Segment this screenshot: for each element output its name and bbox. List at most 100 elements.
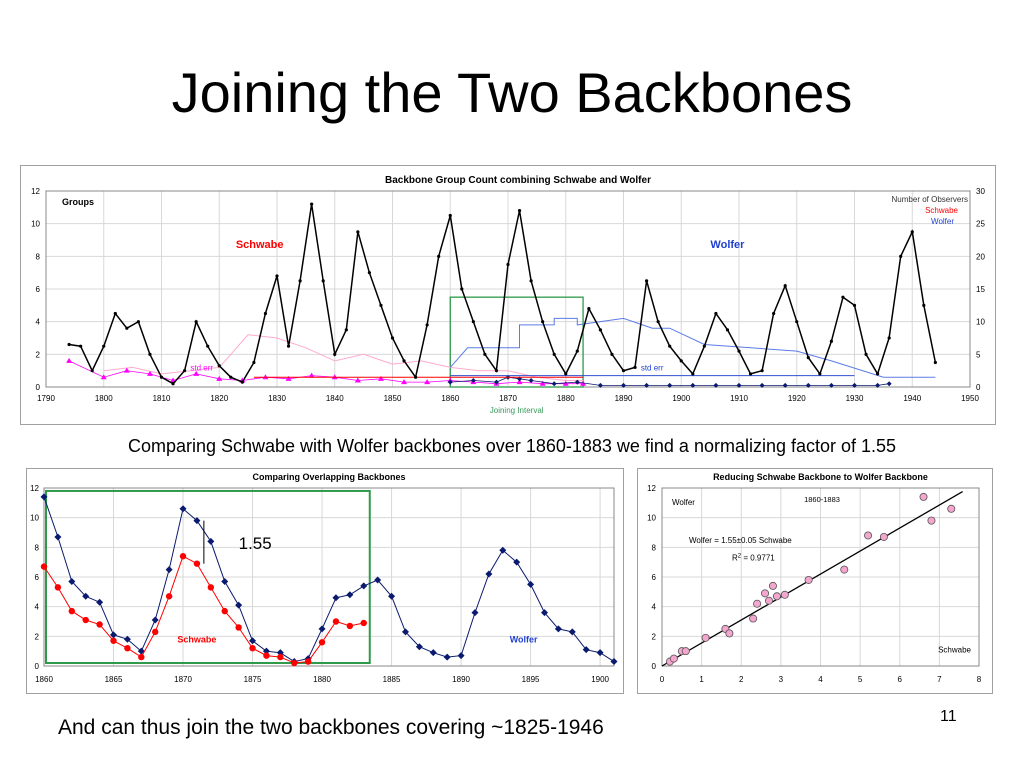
joined-backbone-point xyxy=(333,352,337,356)
schwabe-std-err-label: std err xyxy=(190,364,213,373)
joined-backbone-point xyxy=(183,369,187,373)
r-squared-label: R2 = 0.9771 xyxy=(732,554,775,563)
wolfer-point xyxy=(96,598,104,606)
schwabe-point xyxy=(332,618,340,625)
x-tick-label: 1880 xyxy=(313,675,331,684)
y-tick-label: 6 xyxy=(652,573,657,582)
joined-backbone-point xyxy=(379,303,383,307)
wolfer-std-err-point xyxy=(528,377,534,383)
schwabe-point xyxy=(179,553,187,560)
schwabe-std-err-point xyxy=(66,357,73,363)
scatter-point xyxy=(864,531,873,540)
x-tick-label: 1900 xyxy=(672,394,690,403)
wolfer-point xyxy=(151,616,159,624)
plot-area xyxy=(661,487,980,667)
schwabe-std-err-point xyxy=(401,379,408,385)
joined-backbone-point xyxy=(910,230,914,234)
wolfer-point xyxy=(499,546,507,554)
scatter-point xyxy=(749,614,758,623)
backbone-group-count-chart: 1790 1800 1810 1820 1830 1840 1850 1860 1870 1880… xyxy=(20,165,996,425)
schwabe-point xyxy=(165,593,173,600)
scatter-point xyxy=(764,596,773,605)
y-tick-label: 2 xyxy=(36,350,41,359)
x-tick-label: 1860 xyxy=(35,675,53,684)
joined-backbone-point xyxy=(517,209,522,213)
schwabe-point xyxy=(318,639,326,646)
x-tick-label: 1810 xyxy=(153,394,171,403)
x-axis-label: Schwabe xyxy=(938,646,971,655)
x-tick-label: 3 xyxy=(779,675,784,684)
wolfer-observers-line xyxy=(449,317,936,378)
x-tick-label: 5 xyxy=(858,675,863,684)
y-tick-label: 12 xyxy=(647,484,656,493)
schwabe-point xyxy=(68,607,76,615)
chart-title: Comparing Overlapping Backbones xyxy=(252,472,405,482)
wolfer-point xyxy=(123,635,131,643)
schwabe-point xyxy=(40,563,48,570)
wolfer-std-err-point xyxy=(852,382,857,388)
y-tick-label: 8 xyxy=(36,252,41,261)
schwabe-std-err-point xyxy=(216,375,223,381)
scatter-point xyxy=(725,629,734,638)
caption-top: Comparing Schwabe with Wolfer backbones … xyxy=(127,436,897,456)
x-tick-label: 1950 xyxy=(961,394,979,403)
joining-interval-box xyxy=(449,296,584,388)
wolfer-std-err-point xyxy=(828,382,834,388)
y-tick-label: 12 xyxy=(31,187,40,196)
scatter-point xyxy=(761,589,770,598)
chart-frame xyxy=(637,468,993,694)
schwabe-point xyxy=(82,616,89,624)
schwabe-std-err-point xyxy=(516,379,523,385)
slide-title: Joining the Two Backbones xyxy=(171,61,853,124)
joined-backbone-point xyxy=(714,311,718,316)
schwabe-point xyxy=(263,652,270,659)
x-tick-label: 1870 xyxy=(499,394,517,403)
y2-tick-label: 5 xyxy=(976,350,981,359)
joined-backbone-point xyxy=(263,311,268,316)
joined-backbone-point xyxy=(425,323,429,327)
wolfer-point xyxy=(332,594,340,602)
chart-subtitle: 1860-1883 xyxy=(804,495,840,504)
joined-backbone-point xyxy=(136,320,140,324)
joined-backbone-point xyxy=(818,372,822,376)
y-tick-label: 0 xyxy=(652,662,657,671)
wolfer-std-err-point xyxy=(805,382,811,388)
y-tick-label: 6 xyxy=(35,573,40,582)
joined-backbone-point xyxy=(113,311,117,316)
y-tick-label: 4 xyxy=(652,603,657,612)
wolfer-std-err-point xyxy=(517,376,523,382)
y-tick-label: 2 xyxy=(35,632,40,641)
scatter-point xyxy=(701,633,710,642)
scatter-point xyxy=(879,532,888,541)
y-tick-label: 10 xyxy=(31,220,40,229)
schwabe-point xyxy=(110,637,117,644)
joined-backbone-point xyxy=(356,230,360,234)
joined-backbone-point xyxy=(541,320,545,324)
joined-backbone-point xyxy=(668,344,672,348)
wolfer-point xyxy=(179,505,187,513)
joined-backbone-point xyxy=(67,342,71,347)
joined-backbone-point xyxy=(933,360,937,365)
y-tick-label: 0 xyxy=(36,383,41,392)
fit-equation-label: Wolfer = 1.55±0.05 Schwabe xyxy=(689,536,792,545)
y-axis-label: Wolfer xyxy=(672,498,695,507)
schwabe-point xyxy=(346,622,354,630)
x-tick-label: 4 xyxy=(818,675,823,684)
scatter-point xyxy=(768,581,777,590)
wolfer-point xyxy=(568,628,576,636)
wolfer-point xyxy=(249,637,257,645)
plot-area xyxy=(43,487,615,667)
wolfer-std-err-point xyxy=(574,379,580,385)
wolfer-std-err-point xyxy=(875,382,881,388)
joined-backbone-point xyxy=(772,311,776,316)
wolfer-point xyxy=(540,609,548,617)
y2-tick-label: 25 xyxy=(976,220,985,229)
schwabe-std-err-point xyxy=(123,367,130,373)
wolfer-line xyxy=(43,496,615,663)
wolfer-std-err-point xyxy=(447,379,453,385)
x-tick-label: 1880 xyxy=(557,394,575,403)
legend-wolfer: Wolfer xyxy=(931,217,954,226)
joined-backbone-point xyxy=(564,372,568,376)
joined-backbone-point xyxy=(310,202,314,206)
x-tick-label: 6 xyxy=(898,675,903,684)
